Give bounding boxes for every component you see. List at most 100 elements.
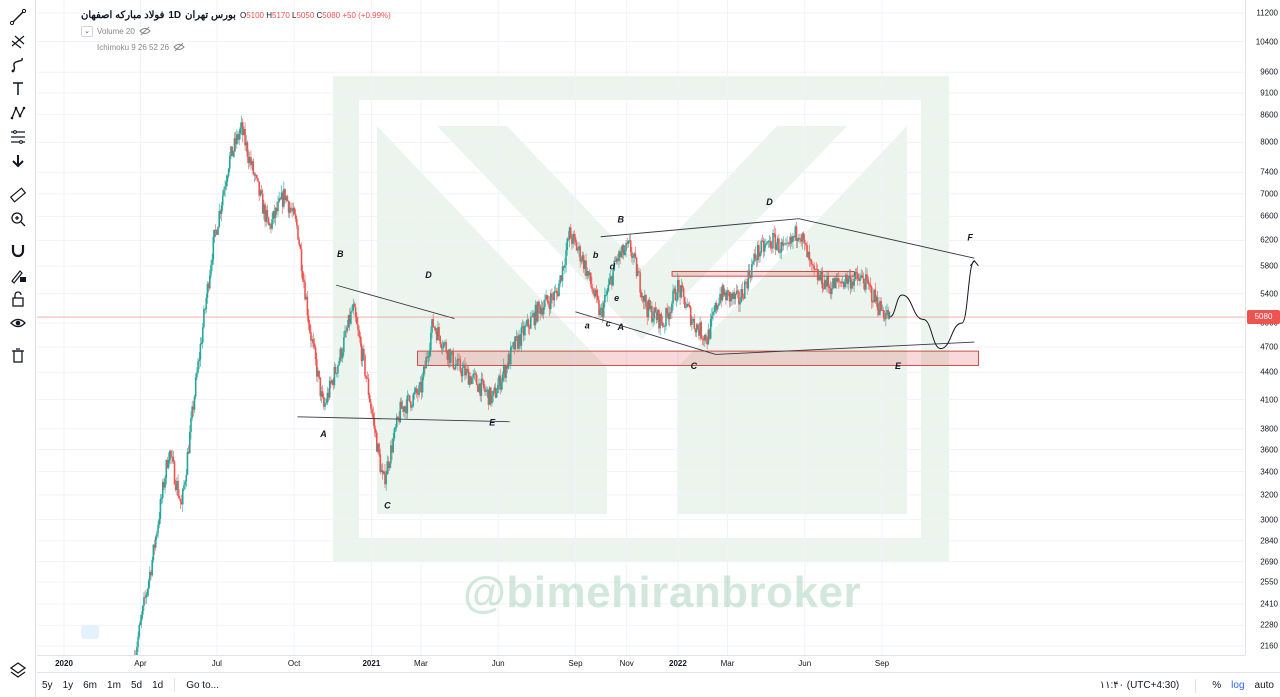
wave-label[interactable]: A	[319, 429, 327, 439]
wave-label[interactable]: F	[967, 232, 973, 242]
support-zone[interactable]	[671, 271, 855, 277]
time-axis[interactable]: 2020 Apr Jul Oct 2021 Mar Jun Sep Nov 2022 Mar Jun S…	[37, 655, 1245, 672]
candle-body	[779, 252, 781, 254]
candle-body	[214, 229, 217, 231]
candle-body	[820, 270, 822, 281]
fib-icon[interactable]	[6, 126, 30, 148]
projection-curve[interactable]	[889, 260, 975, 350]
bottom-toolbar: 5y 1y 6m 1m 5d 1d Go to... ۱۱:۴۰ (UTC+4:30) %…	[37, 672, 1280, 697]
ruler-icon[interactable]	[6, 184, 30, 206]
candle-body	[775, 244, 778, 250]
candle-body	[306, 296, 309, 316]
wave-label[interactable]: E	[489, 418, 496, 428]
wave-label[interactable]: a	[585, 321, 590, 331]
hide-eye-icon[interactable]	[173, 42, 185, 52]
goto-button[interactable]: Go to...	[186, 679, 219, 691]
candle-body	[189, 431, 191, 454]
trend-line[interactable]	[297, 416, 510, 423]
hide-eye-icon[interactable]	[139, 26, 151, 36]
wave-label[interactable]: B	[618, 214, 625, 224]
candle-body	[140, 614, 143, 621]
candle-body	[261, 193, 264, 214]
clock-timezone[interactable]: ۱۱:۴۰ (UTC+4:30)	[1099, 680, 1180, 691]
wave-label[interactable]: e	[614, 293, 619, 303]
trend-line[interactable]	[600, 218, 799, 238]
percent-toggle[interactable]: %	[1212, 680, 1222, 691]
trash-icon[interactable]	[6, 344, 30, 366]
arrow-down-icon[interactable]	[6, 150, 30, 172]
candle-body	[520, 327, 523, 346]
candle-body	[721, 285, 724, 301]
brush-icon[interactable]	[6, 54, 30, 76]
candle-body	[875, 296, 878, 302]
wave-label[interactable]: B	[337, 249, 344, 259]
unlock-icon[interactable]	[6, 288, 30, 310]
symbol-name[interactable]: فولاد مبارکه اصفهان	[81, 9, 165, 21]
price-tick-label: 4100	[1260, 395, 1278, 404]
price-tick-label: 10400	[1255, 37, 1278, 46]
wave-label[interactable]: A	[617, 322, 625, 332]
range-button-6m[interactable]: 6m	[83, 679, 98, 691]
wave-label[interactable]: E	[895, 361, 902, 371]
trend-line[interactable]	[715, 341, 975, 355]
candle-body	[145, 594, 148, 598]
candle-body	[772, 233, 774, 249]
candle-body	[751, 264, 753, 278]
wave-label[interactable]: C	[384, 500, 391, 510]
candle-body	[227, 168, 230, 176]
candle-body	[330, 380, 332, 384]
candle-body	[747, 270, 750, 289]
wave-label[interactable]: D	[425, 270, 432, 280]
candle-body	[203, 309, 205, 328]
trend-line[interactable]	[335, 284, 455, 320]
auto-toggle[interactable]: auto	[1254, 680, 1274, 691]
range-button-5d[interactable]: 5d	[130, 679, 143, 691]
candle-body	[795, 226, 798, 242]
eye-icon[interactable]	[6, 312, 30, 334]
wave-label[interactable]: C	[691, 361, 698, 371]
tradingview-logo-icon[interactable]	[81, 625, 99, 639]
range-button-5y[interactable]: 5y	[42, 679, 53, 691]
candle-body	[296, 218, 298, 226]
pitchfork-icon[interactable]	[6, 30, 30, 52]
candle-body	[180, 501, 183, 505]
interval-label[interactable]: 1D	[168, 9, 182, 21]
candle-body	[348, 315, 351, 324]
candle-body	[830, 288, 833, 295]
log-toggle[interactable]: log	[1231, 680, 1245, 691]
candle-body	[393, 428, 396, 439]
wave-label[interactable]: d	[610, 261, 616, 271]
magnet-icon[interactable]	[6, 240, 30, 262]
candle-body	[863, 283, 866, 290]
pattern-icon[interactable]	[6, 102, 30, 124]
candle-body	[253, 173, 256, 176]
candle-body	[525, 324, 527, 327]
candle-body	[424, 366, 426, 369]
candle-body	[149, 571, 151, 581]
wave-label[interactable]: D	[766, 197, 773, 207]
trend-line[interactable]	[575, 311, 716, 355]
chevron-down-icon[interactable]: ⌄	[81, 25, 93, 37]
chart-canvas[interactable]: A B C D E B D C E Fa b c d e A	[37, 0, 1245, 655]
ichimoku-study-label[interactable]: Ichimoku 9 26 52 26	[97, 42, 170, 52]
wave-label[interactable]: b	[593, 250, 599, 260]
candle-body	[660, 313, 663, 322]
support-zone[interactable]	[417, 350, 979, 366]
lock-draw-icon[interactable]	[6, 264, 30, 286]
candle-body	[136, 647, 138, 655]
text-icon[interactable]	[6, 78, 30, 100]
trend-line[interactable]	[798, 218, 975, 259]
candle-body	[620, 252, 623, 258]
price-tick-label: 5400	[1260, 289, 1278, 299]
range-button-1y[interactable]: 1y	[62, 679, 74, 691]
range-button-1d[interactable]: 1d	[152, 679, 164, 691]
trend-line-icon[interactable]	[6, 6, 30, 28]
zoom-in-icon[interactable]	[6, 208, 30, 230]
layers-icon[interactable]	[8, 660, 28, 680]
volume-study-label[interactable]: Volume 20	[97, 26, 135, 36]
candle-body	[776, 238, 779, 245]
range-button-1m[interactable]: 1m	[107, 679, 121, 691]
price-axis[interactable]: 11200 10400 9600 9100 8600 8000 7400 7000 6600 62…	[1245, 0, 1280, 655]
wave-label[interactable]: c	[606, 318, 611, 328]
